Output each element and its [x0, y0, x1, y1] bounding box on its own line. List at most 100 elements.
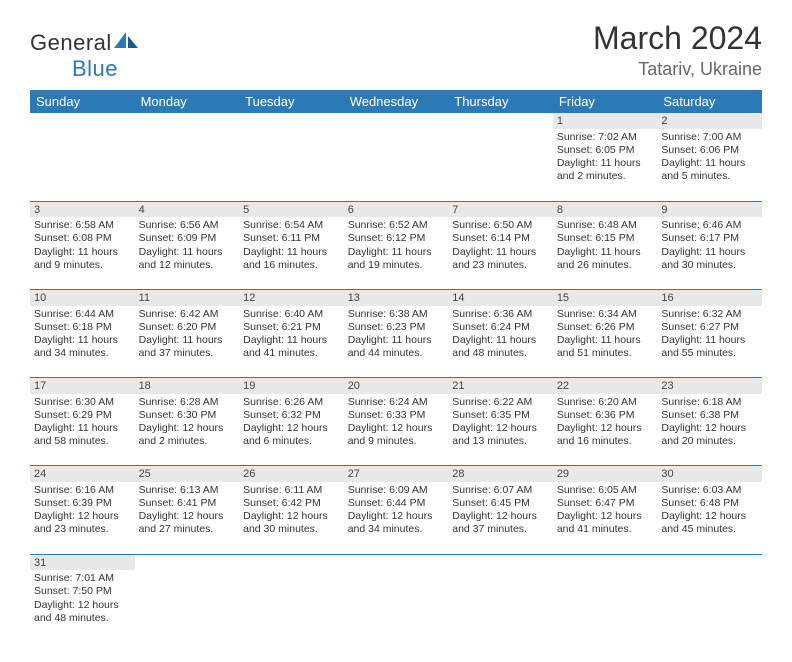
cell-sunrise: Sunrise: 6:16 AM — [34, 484, 131, 497]
cell-day1: Daylight: 11 hours — [243, 334, 340, 347]
cell-day1: Daylight: 11 hours — [34, 422, 131, 435]
cell-sunset: Sunset: 6:48 PM — [661, 497, 758, 510]
calendar-cell: Sunrise: 6:40 AMSunset: 6:21 PMDaylight:… — [239, 306, 344, 378]
cell-day1: Daylight: 12 hours — [452, 422, 549, 435]
cell-day2: and 30 minutes. — [243, 523, 340, 536]
calendar-cell: Sunrise: 7:02 AMSunset: 6:05 PMDaylight:… — [553, 129, 658, 201]
day-number: 21 — [448, 378, 553, 394]
calendar-week-row: Sunrise: 6:30 AMSunset: 6:29 PMDaylight:… — [30, 394, 762, 466]
calendar-week-row: Sunrise: 6:16 AMSunset: 6:39 PM Daylight:… — [30, 482, 762, 554]
cell-day1: Daylight: 11 hours — [348, 246, 445, 259]
cell-sunset: Sunset: 6:33 PM — [348, 409, 445, 422]
cell-sunrise: Sunrise: 6:36 AM — [452, 308, 549, 321]
cell-day1: Daylight: 11 hours — [661, 157, 758, 170]
day-number — [135, 113, 240, 129]
day-number: 23 — [657, 378, 762, 394]
cell-day1: Daylight: 11 hours — [139, 334, 236, 347]
cell-day1: Daylight: 11 hours — [661, 334, 758, 347]
cell-day2: and 6 minutes. — [243, 435, 340, 448]
logo-text-2: Blue — [72, 56, 118, 81]
cell-sunset: Sunset: 6:12 PM — [348, 232, 445, 245]
cell-day1: Daylight: 11 hours — [452, 246, 549, 259]
day-number — [448, 554, 553, 570]
cell-sunset: Sunset: 6:14 PM — [452, 232, 549, 245]
day-number — [30, 113, 135, 129]
cell-day1: Daylight: 11 hours — [348, 334, 445, 347]
calendar-cell: Sunrise: 6:34 AMSunset: 6:26 PMDaylight:… — [553, 306, 658, 378]
calendar-cell: Sunrise: 6:42 AMSunset: 6:20 PMDaylight:… — [135, 306, 240, 378]
cell-day2: and 26 minutes. — [557, 259, 654, 272]
cell-day2: and 16 minutes. — [557, 435, 654, 448]
day-number: 10 — [30, 289, 135, 305]
cell-sunrise: Sunrise: 7:02 AM — [557, 131, 654, 144]
cell-day1: Daylight: 12 hours — [348, 422, 445, 435]
day-number: 14 — [448, 289, 553, 305]
cell-sunrise: Sunrise: 6:46 AM — [661, 219, 758, 232]
calendar-cell: Sunrise: 7:01 AMSunset: 7:50 PMDaylight:… — [30, 570, 135, 642]
cell-sunrise: Sunrise: 6:44 AM — [34, 308, 131, 321]
calendar-cell — [448, 129, 553, 201]
cell-day1: Daylight: 11 hours — [557, 246, 654, 259]
cell-sunset: Sunset: 6:06 PM — [661, 144, 758, 157]
day-number: 12 — [239, 289, 344, 305]
cell-sunset: Sunset: 6:09 PM — [139, 232, 236, 245]
cell-sunrise: Sunrise: 7:00 AM — [661, 131, 758, 144]
cell-day1: Daylight: 11 hours — [34, 246, 131, 259]
weekday-header: Wednesday — [344, 90, 449, 113]
day-number: 11 — [135, 289, 240, 305]
cell-sunrise: Sunrise: 6:56 AM — [139, 219, 236, 232]
day-number — [344, 554, 449, 570]
cell-sunrise: Sunrise: 7:01 AM — [34, 572, 131, 585]
calendar-cell: Sunrise: 6:05 AMSunset: 6:47 PMDaylight:… — [553, 482, 658, 554]
cell-day1: Daylight: 12 hours — [557, 422, 654, 435]
cell-sunrise: Sunrise: 6:42 AM — [139, 308, 236, 321]
cell-sunset: Sunset: 6:39 PM — [34, 497, 131, 510]
cell-sunrise: Sunrise: 6:38 AM — [348, 308, 445, 321]
cell-sunrise: Sunrise: 6:30 AM — [34, 396, 131, 409]
day-number: 26 — [239, 466, 344, 482]
cell-sunset: Sunset: 6:36 PM — [557, 409, 654, 422]
calendar-cell: Sunrise: 6:20 AMSunset: 6:36 PMDaylight:… — [553, 394, 658, 466]
cell-sunrise: Sunrise: 6:05 AM — [557, 484, 654, 497]
calendar-cell: Sunrise: 6:32 AMSunset: 6:27 PMDaylight:… — [657, 306, 762, 378]
calendar-cell: Sunrise: 6:50 AMSunset: 6:14 PMDaylight:… — [448, 217, 553, 289]
cell-sunset: Sunset: 6:11 PM — [243, 232, 340, 245]
cell-day2: and 45 minutes. — [661, 523, 758, 536]
cell-day1: Daylight: 12 hours — [348, 510, 445, 523]
day-number: 27 — [344, 466, 449, 482]
cell-sunrise: Sunrise: 6:07 AM — [452, 484, 549, 497]
day-number-row: 24252627282930 — [30, 466, 762, 482]
cell-day1: Daylight: 12 hours — [34, 599, 131, 612]
cell-day2: and 5 minutes. — [661, 170, 758, 183]
day-number: 3 — [30, 201, 135, 217]
day-number: 2 — [657, 113, 762, 129]
day-number — [344, 113, 449, 129]
cell-sunrise: Sunrise: 6:20 AM — [557, 396, 654, 409]
cell-sunset: Sunset: 6:47 PM — [557, 497, 654, 510]
cell-sunrise: Sunrise: 6:40 AM — [243, 308, 340, 321]
calendar-cell: Sunrise: 6:46 AMSunset: 6:17 PMDaylight:… — [657, 217, 762, 289]
day-number: 6 — [344, 201, 449, 217]
weekday-header-row: Sunday Monday Tuesday Wednesday Thursday… — [30, 90, 762, 113]
cell-day1: Daylight: 12 hours — [661, 510, 758, 523]
cell-day1: Daylight: 11 hours — [452, 334, 549, 347]
cell-day1: Daylight: 11 hours — [557, 334, 654, 347]
cell-sunset: Sunset: 6:21 PM — [243, 321, 340, 334]
cell-day1: Daylight: 11 hours — [243, 246, 340, 259]
day-number-row: 12 — [30, 113, 762, 129]
calendar-cell: Sunrise: 6:52 AMSunset: 6:12 PMDaylight:… — [344, 217, 449, 289]
cell-day2: and 23 minutes. — [34, 523, 131, 536]
cell-sunset: Sunset: 6:23 PM — [348, 321, 445, 334]
cell-sunrise: Sunrise: 6:09 AM — [348, 484, 445, 497]
calendar-cell: Sunrise: 6:54 AMSunset: 6:11 PMDaylight:… — [239, 217, 344, 289]
calendar-cell: Sunrise: 6:38 AMSunset: 6:23 PMDaylight:… — [344, 306, 449, 378]
day-number — [239, 554, 344, 570]
calendar-cell: Sunrise: 6:26 AMSunset: 6:32 PMDaylight:… — [239, 394, 344, 466]
cell-day2: and 41 minutes. — [243, 347, 340, 360]
day-number: 8 — [553, 201, 658, 217]
cell-day2: and 19 minutes. — [348, 259, 445, 272]
cell-sunset: Sunset: 6:35 PM — [452, 409, 549, 422]
weekday-header: Monday — [135, 90, 240, 113]
cell-sunset: Sunset: 6:45 PM — [452, 497, 549, 510]
weekday-header: Thursday — [448, 90, 553, 113]
